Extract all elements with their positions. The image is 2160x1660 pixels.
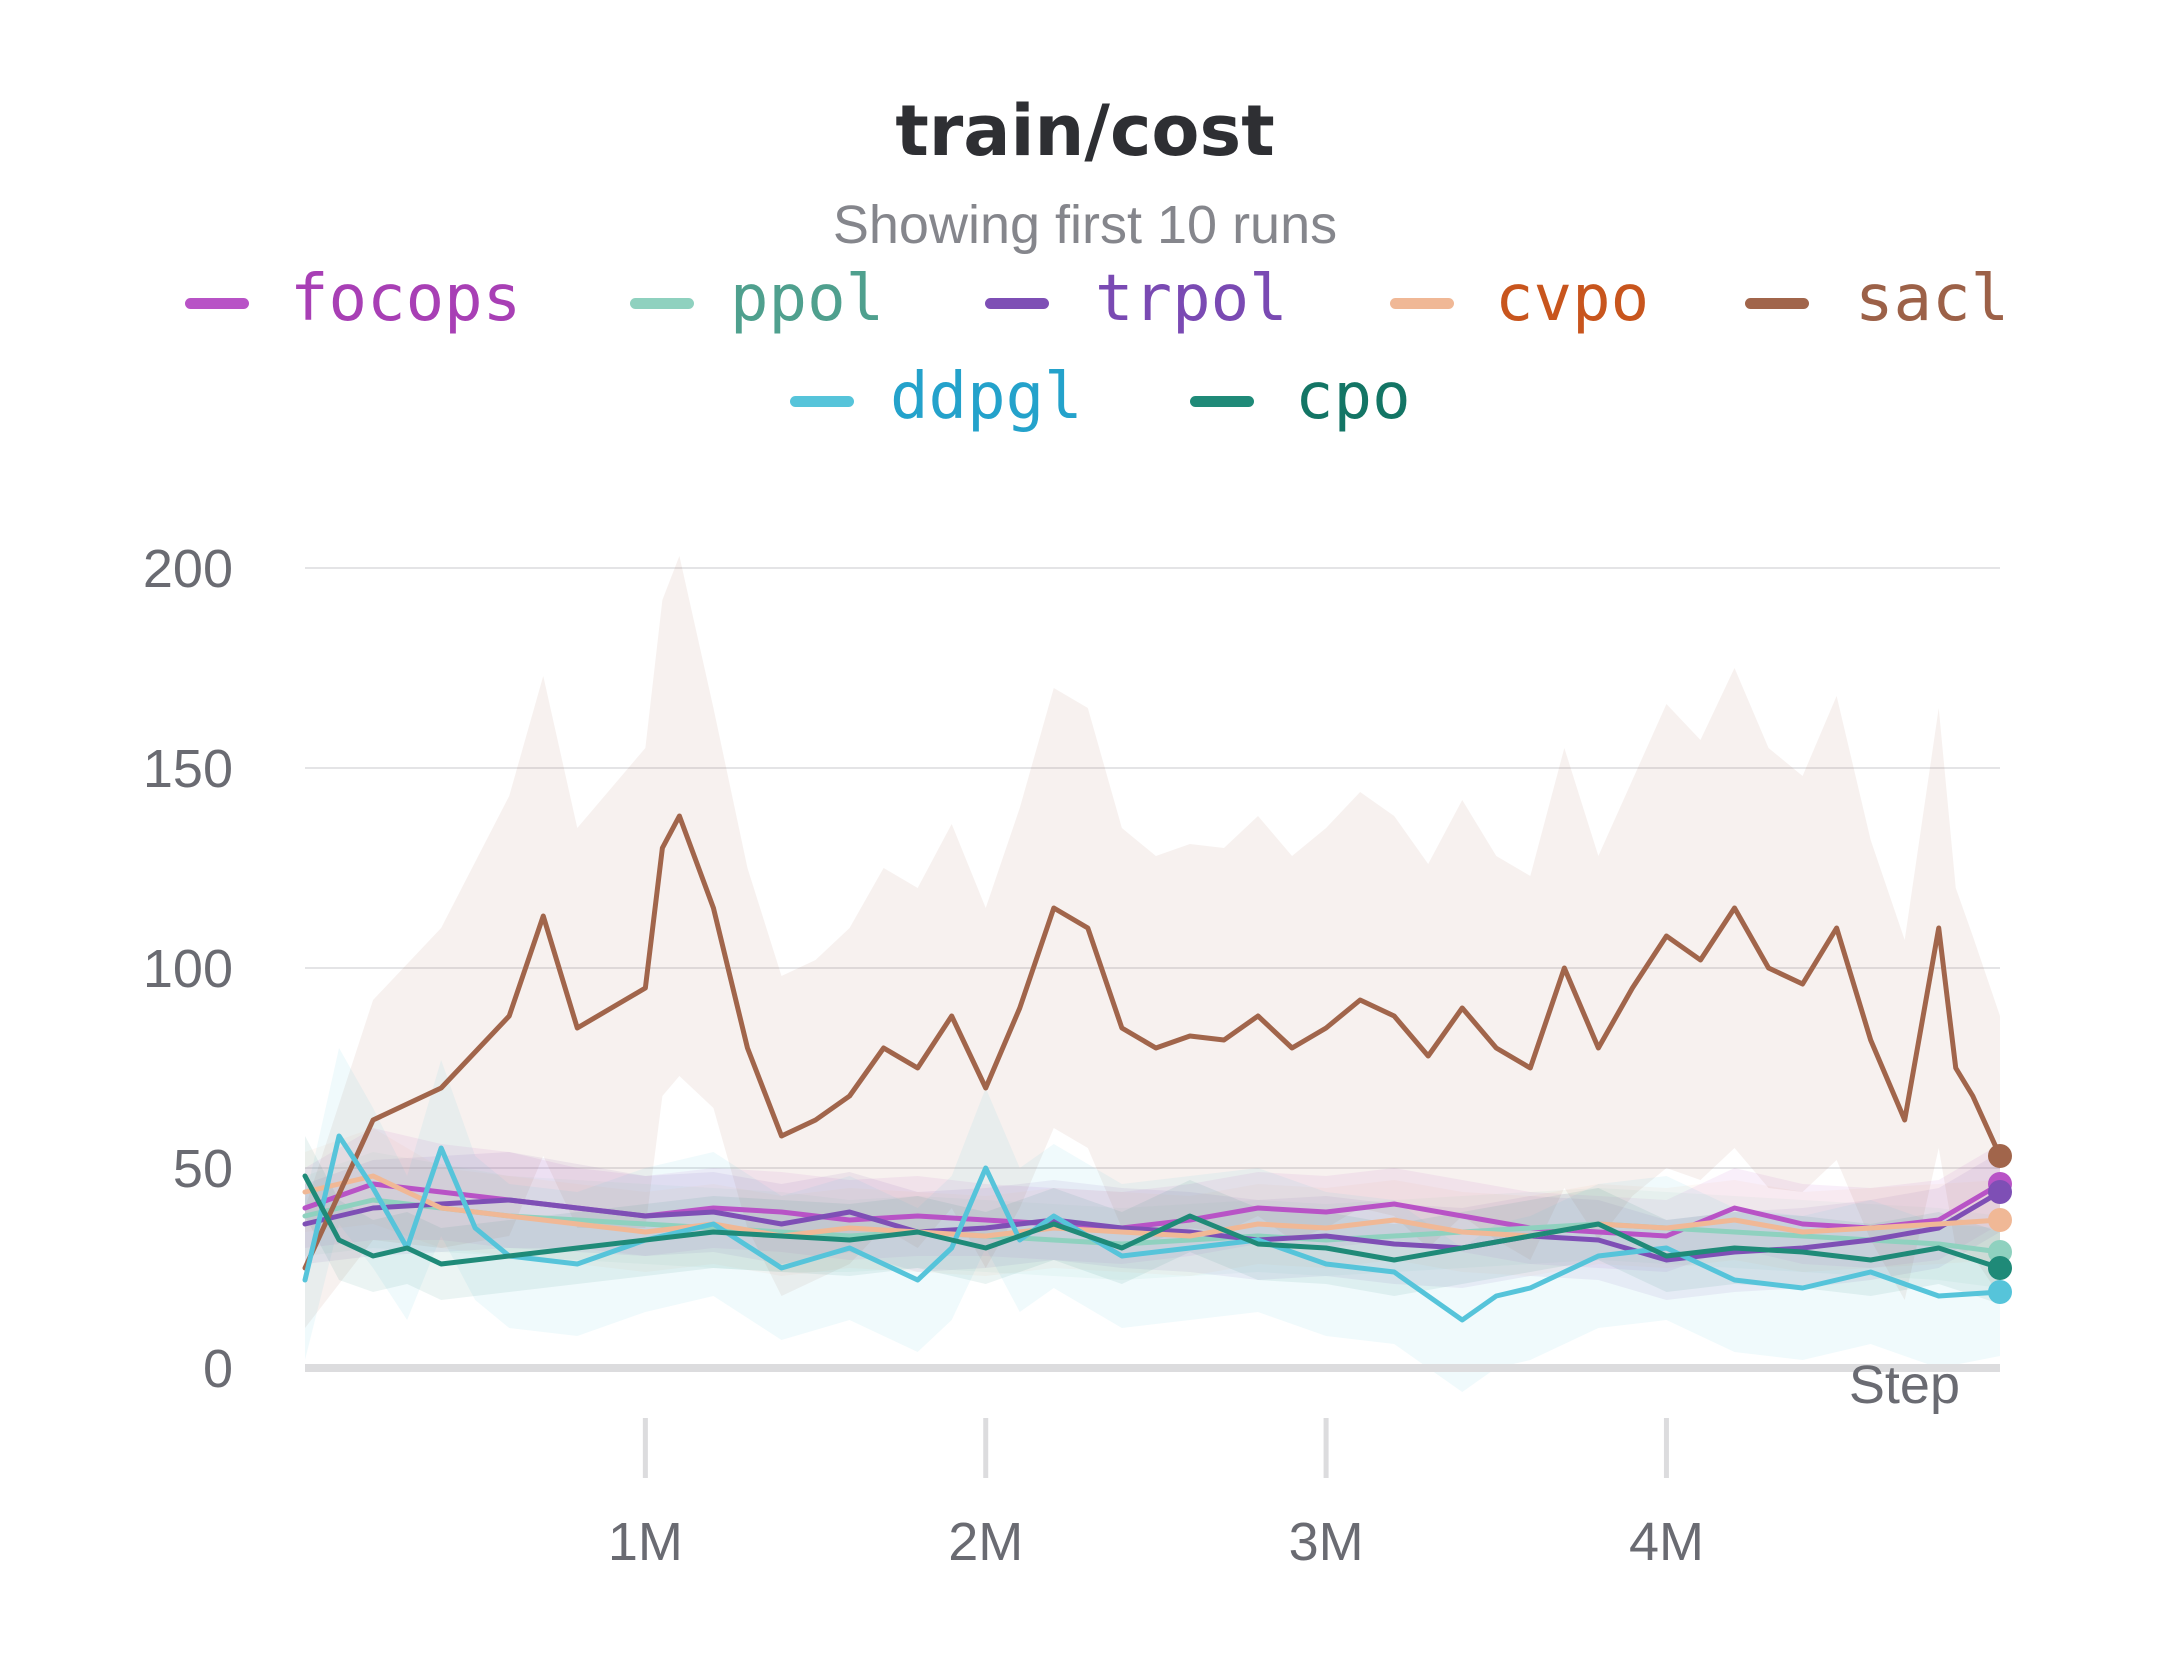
y-tick-label: 50 [173, 1139, 233, 1199]
trpol-endpoint [1988, 1180, 2012, 1204]
focops-legend-swatch [185, 298, 249, 309]
ppol-legend-swatch [630, 298, 694, 309]
y-tick-label: 0 [203, 1339, 233, 1399]
ddpgl-endpoint [1988, 1280, 2012, 1304]
legend-item-ddpgl: ddpgl [790, 360, 1083, 434]
sacl-endpoint [1988, 1144, 2012, 1168]
y-tick-label: 100 [143, 939, 233, 999]
ppol-line [302, 1197, 2003, 1255]
legend-item-cvpo: cvpo [1390, 262, 1649, 336]
ddpgl-band [305, 1048, 2000, 1392]
legend-item-sacl: sacl [1745, 262, 2009, 336]
cvpo-legend-label: cvpo [1495, 262, 1649, 336]
x-axis-label: Step [1849, 1355, 1960, 1415]
chart-subtitle: Showing first 10 runs [833, 195, 1337, 255]
legend: focops ppol trpol cvpo sacl ddpgl cpo [185, 262, 2009, 434]
sacl-band [305, 556, 2000, 1328]
cpo-band [305, 1136, 2000, 1304]
cvpo-endpoint [1988, 1208, 2012, 1232]
legend-item-ppol: ppol [630, 262, 884, 336]
chart-title: train/cost [895, 90, 1274, 172]
ddpgl-legend-label: ddpgl [890, 360, 1083, 434]
series-lines [302, 813, 2003, 1323]
sacl-legend-swatch [1745, 298, 1809, 309]
sacl-legend-label: sacl [1855, 262, 2009, 336]
trpol-legend-label: trpol [1095, 262, 1288, 336]
y-tick-label: 200 [143, 539, 233, 599]
ppol-band [305, 1152, 2000, 1288]
series-endpoints [1988, 1144, 2012, 1304]
cpo-line [302, 1173, 2003, 1271]
x-tick-label: 3M [1289, 1512, 1364, 1572]
cvpo-legend-swatch [1390, 298, 1454, 309]
ppol-legend-label: ppol [730, 262, 884, 336]
x-tick-label: 4M [1629, 1512, 1704, 1572]
axes: 1M 2M 3M 4M [305, 1364, 2000, 1572]
cpo-legend-swatch [1190, 396, 1254, 407]
x-tick-label: 2M [948, 1512, 1023, 1572]
focops-legend-label: focops [290, 262, 521, 336]
trpol-legend-swatch [985, 298, 1049, 309]
sacl-line [302, 813, 2003, 1271]
grid: 0 50 100 150 200 [143, 539, 2000, 1399]
legend-item-trpol: trpol [985, 262, 1288, 336]
cpo-legend-label: cpo [1295, 360, 1411, 434]
y-tick-label: 150 [143, 739, 233, 799]
x-tick-label: 1M [608, 1512, 683, 1572]
cpo-endpoint [1988, 1256, 2012, 1280]
ddpgl-legend-swatch [790, 396, 854, 407]
legend-item-focops: focops [185, 262, 521, 336]
legend-item-cpo: cpo [1190, 360, 1411, 434]
